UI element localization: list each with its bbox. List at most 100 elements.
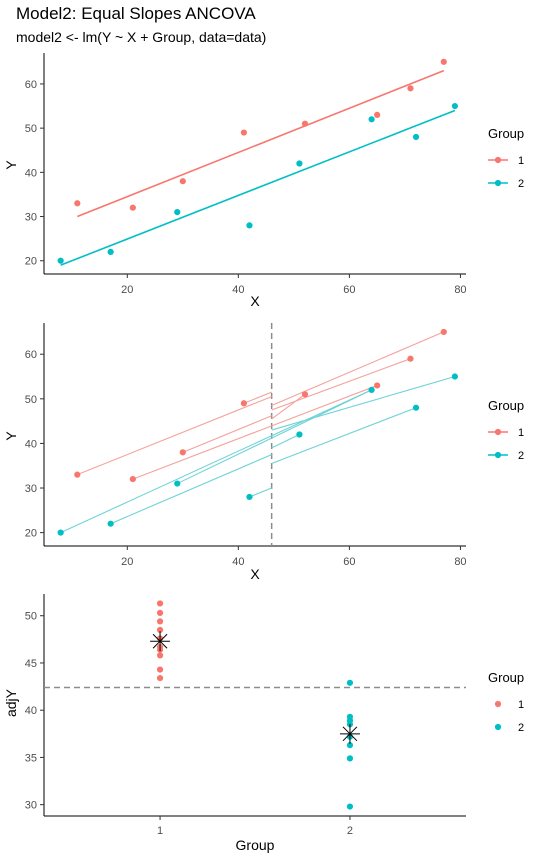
x-tick-label: 20 — [121, 556, 133, 568]
data-point-group-2 — [107, 248, 114, 255]
legend-label: 1 — [518, 427, 524, 439]
data-point-group-2 — [412, 404, 420, 411]
y-tick-label: 50 — [25, 611, 37, 623]
data-point-group-1 — [301, 120, 309, 127]
data-point-group-2 — [368, 386, 375, 393]
adj-point-group-2 — [346, 755, 354, 762]
x-axis-title: Group — [236, 837, 275, 853]
y-tick-label: 60 — [25, 79, 37, 91]
mean-marker-stroke — [342, 726, 358, 742]
adj-point-group-1 — [156, 609, 164, 616]
x-tick-label: 80 — [454, 284, 466, 296]
legend-point-swatch — [494, 723, 502, 731]
projection-line — [243, 391, 272, 404]
legend: Group 1 2 — [488, 126, 524, 190]
data-point-group-1 — [240, 129, 247, 136]
y-tick-label: 45 — [25, 658, 37, 670]
data-point-group-1 — [301, 391, 309, 398]
data-point-group-1 — [374, 382, 381, 389]
projection-line — [77, 396, 272, 476]
data-point-group-1 — [407, 355, 414, 362]
data-point-group-1 — [374, 111, 381, 118]
x-tick-label: 20 — [121, 284, 133, 296]
figure-title: Model2: Equal Slopes ANCOVA — [16, 4, 256, 23]
legend: Group 1 2 — [488, 398, 524, 462]
legend-item-group-1: 1 — [488, 155, 524, 167]
legend-point-swatch — [494, 179, 502, 187]
projection-line — [271, 331, 445, 407]
fit-line-group-2 — [60, 109, 456, 266]
legend-label: 2 — [518, 178, 524, 190]
data-point-group-1 — [129, 476, 136, 483]
data-point-group-2 — [57, 257, 64, 264]
y-tick-label: 50 — [25, 394, 37, 406]
y-tick-label: 30 — [25, 212, 37, 224]
figure-subtitle: model2 <- lm(Y ~ X + Group, data=data) — [16, 29, 267, 45]
legend-item-group-2: 2 — [488, 450, 524, 462]
data-point-group-2 — [412, 133, 420, 141]
data-point-group-2 — [368, 116, 375, 123]
legend-title: Group — [488, 398, 524, 413]
y-axis-title: Y — [3, 160, 19, 170]
x-tick-label: 40 — [232, 556, 244, 568]
data-point-group-1 — [179, 178, 186, 185]
x-tick-label: 1 — [157, 825, 163, 837]
x-tick-label: 40 — [232, 284, 244, 296]
legend-label: 2 — [518, 722, 524, 734]
adj-point-group-2 — [346, 803, 354, 810]
y-tick-label: 35 — [25, 752, 37, 764]
legend-label: 1 — [518, 155, 524, 167]
adj-point-group-1 — [156, 626, 164, 633]
legend-item-group-2: 2 — [494, 722, 524, 734]
y-axis-title: adjY — [3, 688, 19, 717]
legend-title: Group — [488, 670, 524, 685]
projection-line — [271, 358, 411, 411]
y-tick-label: 30 — [25, 800, 37, 812]
data-point-group-1 — [74, 200, 81, 207]
data-point-group-2 — [174, 209, 181, 216]
data-point-group-2 — [246, 222, 253, 229]
y-axis-title: Y — [3, 431, 19, 441]
legend-point-swatch — [494, 428, 502, 436]
projection-line — [132, 384, 378, 480]
y-tick-label: 40 — [25, 167, 37, 179]
data-point-group-2 — [246, 493, 253, 501]
data-point-group-2 — [296, 160, 303, 167]
x-axis-title: X — [250, 293, 260, 309]
legend-item-group-1: 1 — [494, 699, 524, 711]
y-tick-label: 20 — [25, 256, 37, 268]
y-tick-label: 40 — [25, 705, 37, 717]
mean-marker-group-1 — [150, 631, 171, 652]
chart-panel-2: 20 30 40 50 60 20 40 60 80 X Y Group 1 2 — [3, 323, 524, 582]
data-point-group-2 — [174, 480, 181, 487]
data-point-group-2 — [451, 373, 458, 380]
x-tick-label: 60 — [343, 556, 355, 568]
data-point-group-1 — [74, 471, 81, 478]
legend-point-swatch — [494, 156, 502, 164]
y-tick-label: 40 — [25, 438, 37, 450]
data-point-group-1 — [440, 328, 447, 336]
legend-label: 1 — [518, 699, 524, 711]
mean-marker-stroke — [152, 633, 168, 649]
legend-point-swatch — [494, 700, 502, 708]
fit-line-group-1 — [77, 69, 445, 218]
adj-point-group-1 — [156, 618, 164, 625]
projection-line — [271, 407, 417, 465]
projection-line — [249, 487, 272, 498]
projection-line — [182, 415, 272, 453]
x-tick-label: 60 — [343, 284, 355, 296]
data-point-group-1 — [440, 58, 447, 65]
data-point-group-1 — [407, 85, 414, 92]
legend-item-group-1: 1 — [488, 427, 524, 439]
adj-point-group-1 — [156, 652, 164, 659]
data-point-group-2 — [57, 529, 64, 536]
legend: Group 1 2 — [488, 670, 524, 734]
projection-line — [177, 389, 372, 485]
adj-point-group-1 — [156, 674, 164, 682]
data-point-group-2 — [296, 431, 303, 438]
mean-marker-group-2 — [339, 723, 360, 744]
adj-point-group-2 — [346, 679, 354, 686]
data-point-group-1 — [179, 449, 186, 456]
